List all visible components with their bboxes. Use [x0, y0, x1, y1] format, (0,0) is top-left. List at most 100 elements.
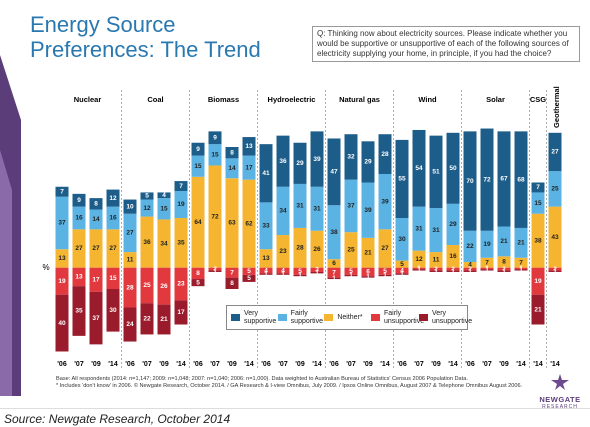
bar-segment — [191, 279, 205, 287]
value-label: 2 — [434, 266, 438, 273]
value-label: 21 — [364, 250, 372, 257]
value-label: 5 — [349, 268, 353, 275]
value-label: 51 — [432, 169, 440, 176]
bar-segment — [361, 141, 375, 183]
bar-segment — [72, 206, 86, 230]
x-tick-label: '09 — [227, 361, 237, 368]
bar-segment — [259, 267, 273, 274]
value-label: 3 — [315, 267, 319, 274]
value-label: 2 — [213, 266, 217, 273]
value-label: 34 — [279, 208, 287, 215]
bar-segment — [225, 277, 239, 289]
x-tick-label: '09 — [499, 361, 509, 368]
bar-segment — [174, 267, 188, 301]
bar-segment — [429, 270, 443, 272]
value-label: 10 — [126, 203, 134, 210]
value-label: 30 — [109, 307, 117, 314]
value-label: 63 — [228, 220, 236, 227]
legend-item: Fairly unsupportive — [371, 310, 424, 326]
value-label: 31 — [432, 227, 440, 234]
value-label: 15 — [194, 163, 202, 170]
bar-segment — [293, 142, 307, 184]
value-label: 1 — [485, 265, 489, 272]
x-tick-label: '09 — [295, 361, 305, 368]
bar-segment — [157, 198, 171, 220]
x-tick-label: '07 — [346, 361, 356, 368]
value-label: 8 — [230, 280, 234, 287]
value-label: 47 — [330, 169, 338, 176]
value-label: 12 — [415, 256, 423, 263]
group-label: Hydroelectric — [268, 95, 316, 104]
value-label: 29 — [364, 159, 372, 166]
value-label: 27 — [381, 245, 389, 252]
bar-segment — [123, 213, 137, 253]
value-label: 21 — [500, 238, 508, 245]
value-label: 64 — [194, 219, 202, 226]
value-label: 19 — [177, 201, 185, 208]
bar-segment — [174, 300, 188, 325]
value-label: 13 — [245, 143, 253, 150]
value-label: 22 — [143, 316, 151, 323]
bar-segment — [55, 186, 69, 197]
value-label: 1 — [349, 272, 353, 279]
value-label: 27 — [126, 230, 134, 237]
x-tick-label: '07 — [210, 361, 220, 368]
value-label: 6 — [332, 260, 336, 267]
value-label: 7 — [485, 259, 489, 266]
bar-segment — [429, 135, 443, 209]
title: Energy Source Preferences: The Trend — [30, 12, 261, 62]
bar-segment — [378, 229, 392, 268]
bar-segment — [327, 277, 341, 280]
bar-segment — [361, 276, 375, 278]
value-label: 1 — [315, 269, 319, 276]
bar-segment — [446, 132, 460, 204]
value-label: 11 — [127, 257, 134, 264]
value-label: 28 — [296, 245, 304, 252]
value-label: 29 — [449, 221, 457, 228]
bar-segment — [276, 267, 290, 274]
bar-segment — [395, 267, 409, 274]
value-label: 27 — [75, 245, 83, 252]
value-label: 7 — [519, 259, 523, 266]
x-tick-label: '06 — [57, 361, 67, 368]
bar-segment — [548, 171, 562, 207]
bar-segment — [463, 267, 477, 271]
value-label: 13 — [58, 255, 66, 262]
x-tick-label: '09 — [91, 361, 101, 368]
bar-segment — [446, 270, 460, 272]
bar-segment — [225, 267, 239, 278]
bar-segment — [497, 270, 511, 272]
bar-segment — [72, 229, 86, 268]
value-label: 34 — [160, 240, 168, 247]
value-label: 8 — [94, 201, 98, 208]
bar-segment — [174, 181, 188, 192]
value-label: 17 — [177, 309, 185, 316]
bar-segment — [106, 206, 120, 230]
value-label: 1 — [519, 267, 523, 274]
bar-segment — [531, 267, 545, 295]
bar-segment — [89, 209, 103, 230]
value-label: 1 — [519, 265, 523, 272]
bar-segment — [514, 257, 528, 268]
bar-segment — [89, 229, 103, 268]
logo: NEWGATE RESEARCH — [532, 374, 588, 410]
value-label: 72 — [483, 176, 491, 183]
bar-segment — [378, 274, 392, 277]
value-label: 38 — [534, 237, 542, 244]
bar-segment — [446, 203, 460, 245]
value-label: 27 — [109, 245, 117, 252]
x-tick-label: '14 — [516, 361, 526, 368]
bar-segment — [106, 229, 120, 268]
bar-segment — [395, 218, 409, 261]
value-label: 1 — [434, 268, 438, 275]
value-label: 17 — [245, 164, 253, 171]
bar-segment — [429, 252, 443, 268]
value-label: 28 — [126, 284, 134, 291]
bar-segment — [293, 227, 307, 268]
value-label: 8 — [196, 270, 200, 277]
legend-label: Fairly supportive — [290, 309, 323, 325]
bar-segment — [242, 137, 256, 156]
value-label: 68 — [517, 176, 525, 183]
value-label: 4 — [281, 267, 285, 274]
value-label: 37 — [347, 203, 355, 210]
